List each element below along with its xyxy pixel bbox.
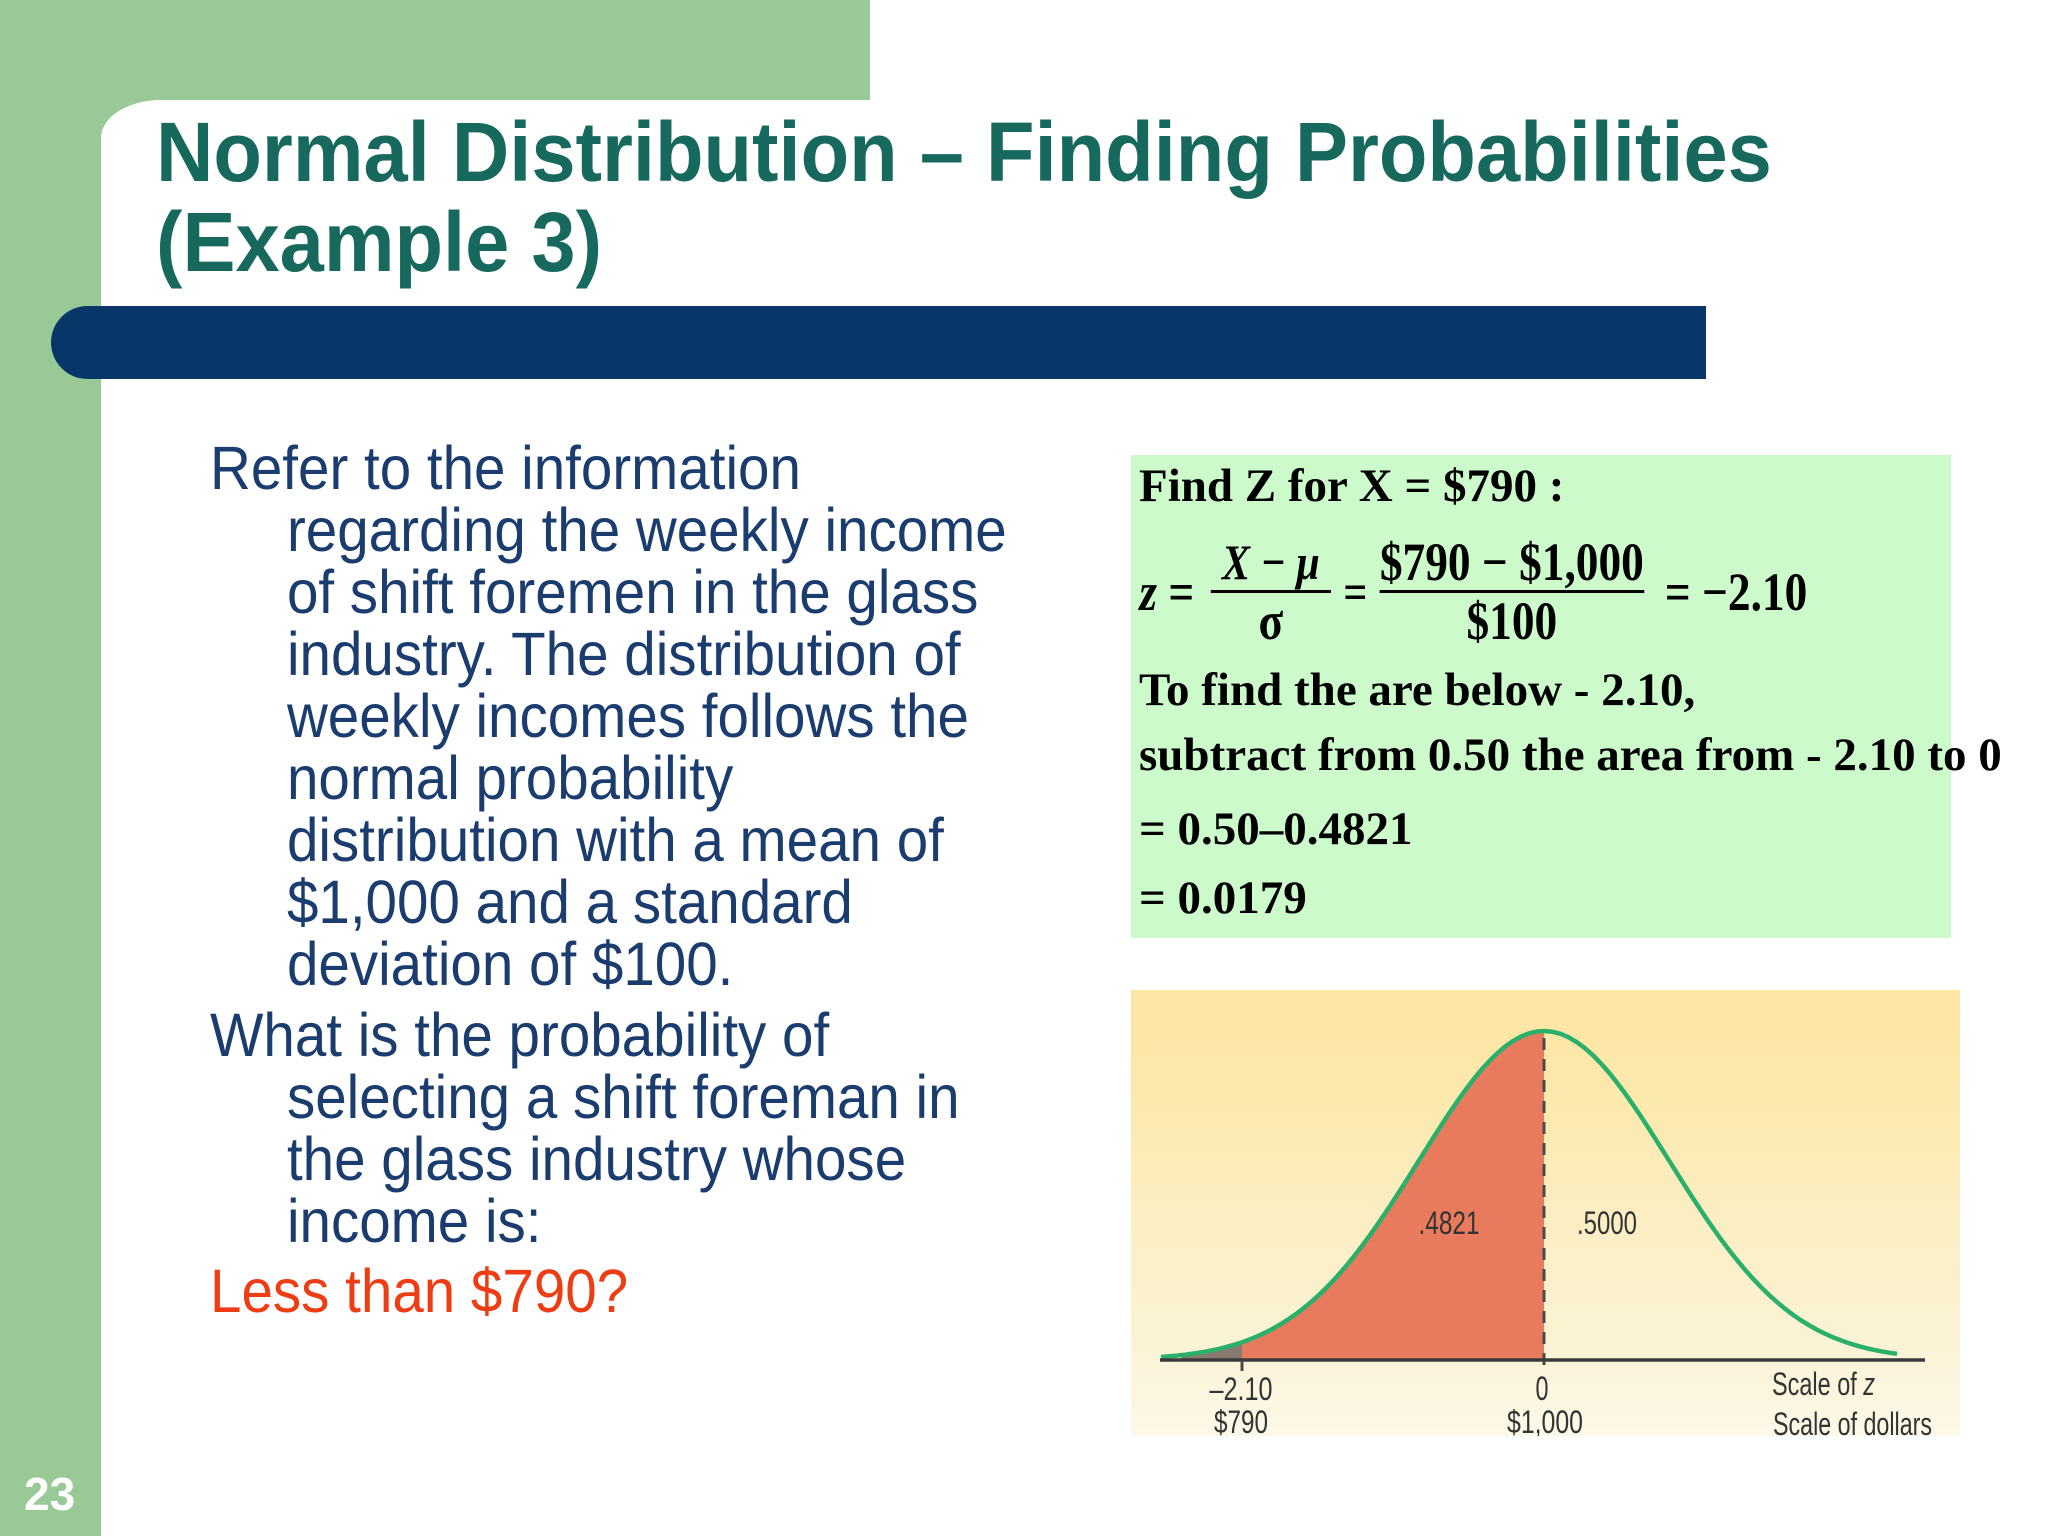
svg-text:.5000: .5000: [1577, 1205, 1637, 1241]
svg-text:0: 0: [1536, 1370, 1549, 1408]
svg-text:Scale of dollars: Scale of dollars: [1773, 1406, 1932, 1436]
svg-text:$1,000: $1,000: [1507, 1404, 1583, 1436]
svg-text:.4821: .4821: [1419, 1205, 1480, 1241]
svg-text:–2.10: –2.10: [1210, 1371, 1273, 1407]
svg-text:Scale of z: Scale of z: [1772, 1366, 1875, 1402]
svg-text:$790: $790: [1214, 1404, 1268, 1436]
